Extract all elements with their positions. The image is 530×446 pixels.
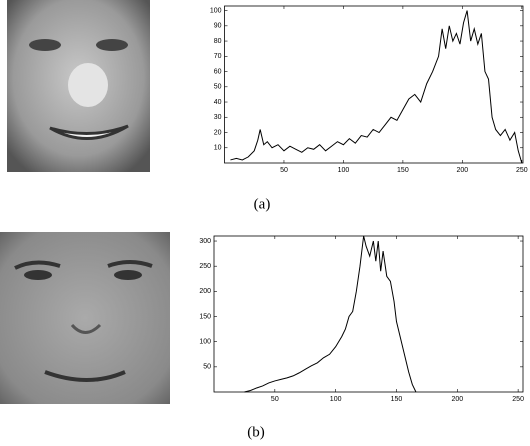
face-image-b xyxy=(0,232,170,404)
y-tick-label: 90 xyxy=(214,23,222,30)
plot-frame xyxy=(224,5,524,164)
y-tick-label: 100 xyxy=(199,339,211,346)
y-tick-label: 20 xyxy=(214,129,222,136)
x-tick-label: 50 xyxy=(271,396,279,403)
y-tick-label: 10 xyxy=(214,145,222,152)
y-tick-label: 50 xyxy=(203,364,211,371)
y-tick-label: 300 xyxy=(199,238,211,245)
x-tick-label: 100 xyxy=(330,396,342,403)
x-tick-label: 50 xyxy=(280,167,288,174)
y-tick-label: 80 xyxy=(214,38,222,45)
x-tick-label: 150 xyxy=(397,167,409,174)
histogram-line xyxy=(244,235,417,393)
caption: (b) xyxy=(247,424,265,440)
y-tick-label: 40 xyxy=(214,99,222,106)
plot-frame xyxy=(213,235,524,393)
y-tick-label: 150 xyxy=(199,313,211,320)
x-tick-label: 100 xyxy=(338,167,350,174)
histogram-line xyxy=(230,10,523,164)
x-tick-label: 250 xyxy=(512,396,524,403)
y-tick-label: 250 xyxy=(199,263,211,270)
face-image-a xyxy=(7,0,150,172)
y-tick-label: 60 xyxy=(214,68,222,75)
x-tick-label: 150 xyxy=(391,396,403,403)
y-tick-label: 30 xyxy=(214,114,222,121)
x-tick-label: 200 xyxy=(457,167,469,174)
x-tick-label: 200 xyxy=(451,396,463,403)
caption: (a) xyxy=(254,196,271,212)
y-tick-label: 70 xyxy=(214,53,222,60)
y-tick-label: 50 xyxy=(214,84,222,91)
y-tick-label: 200 xyxy=(199,288,211,295)
y-tick-label: 100 xyxy=(210,7,222,14)
x-tick-label: 250 xyxy=(516,167,528,174)
